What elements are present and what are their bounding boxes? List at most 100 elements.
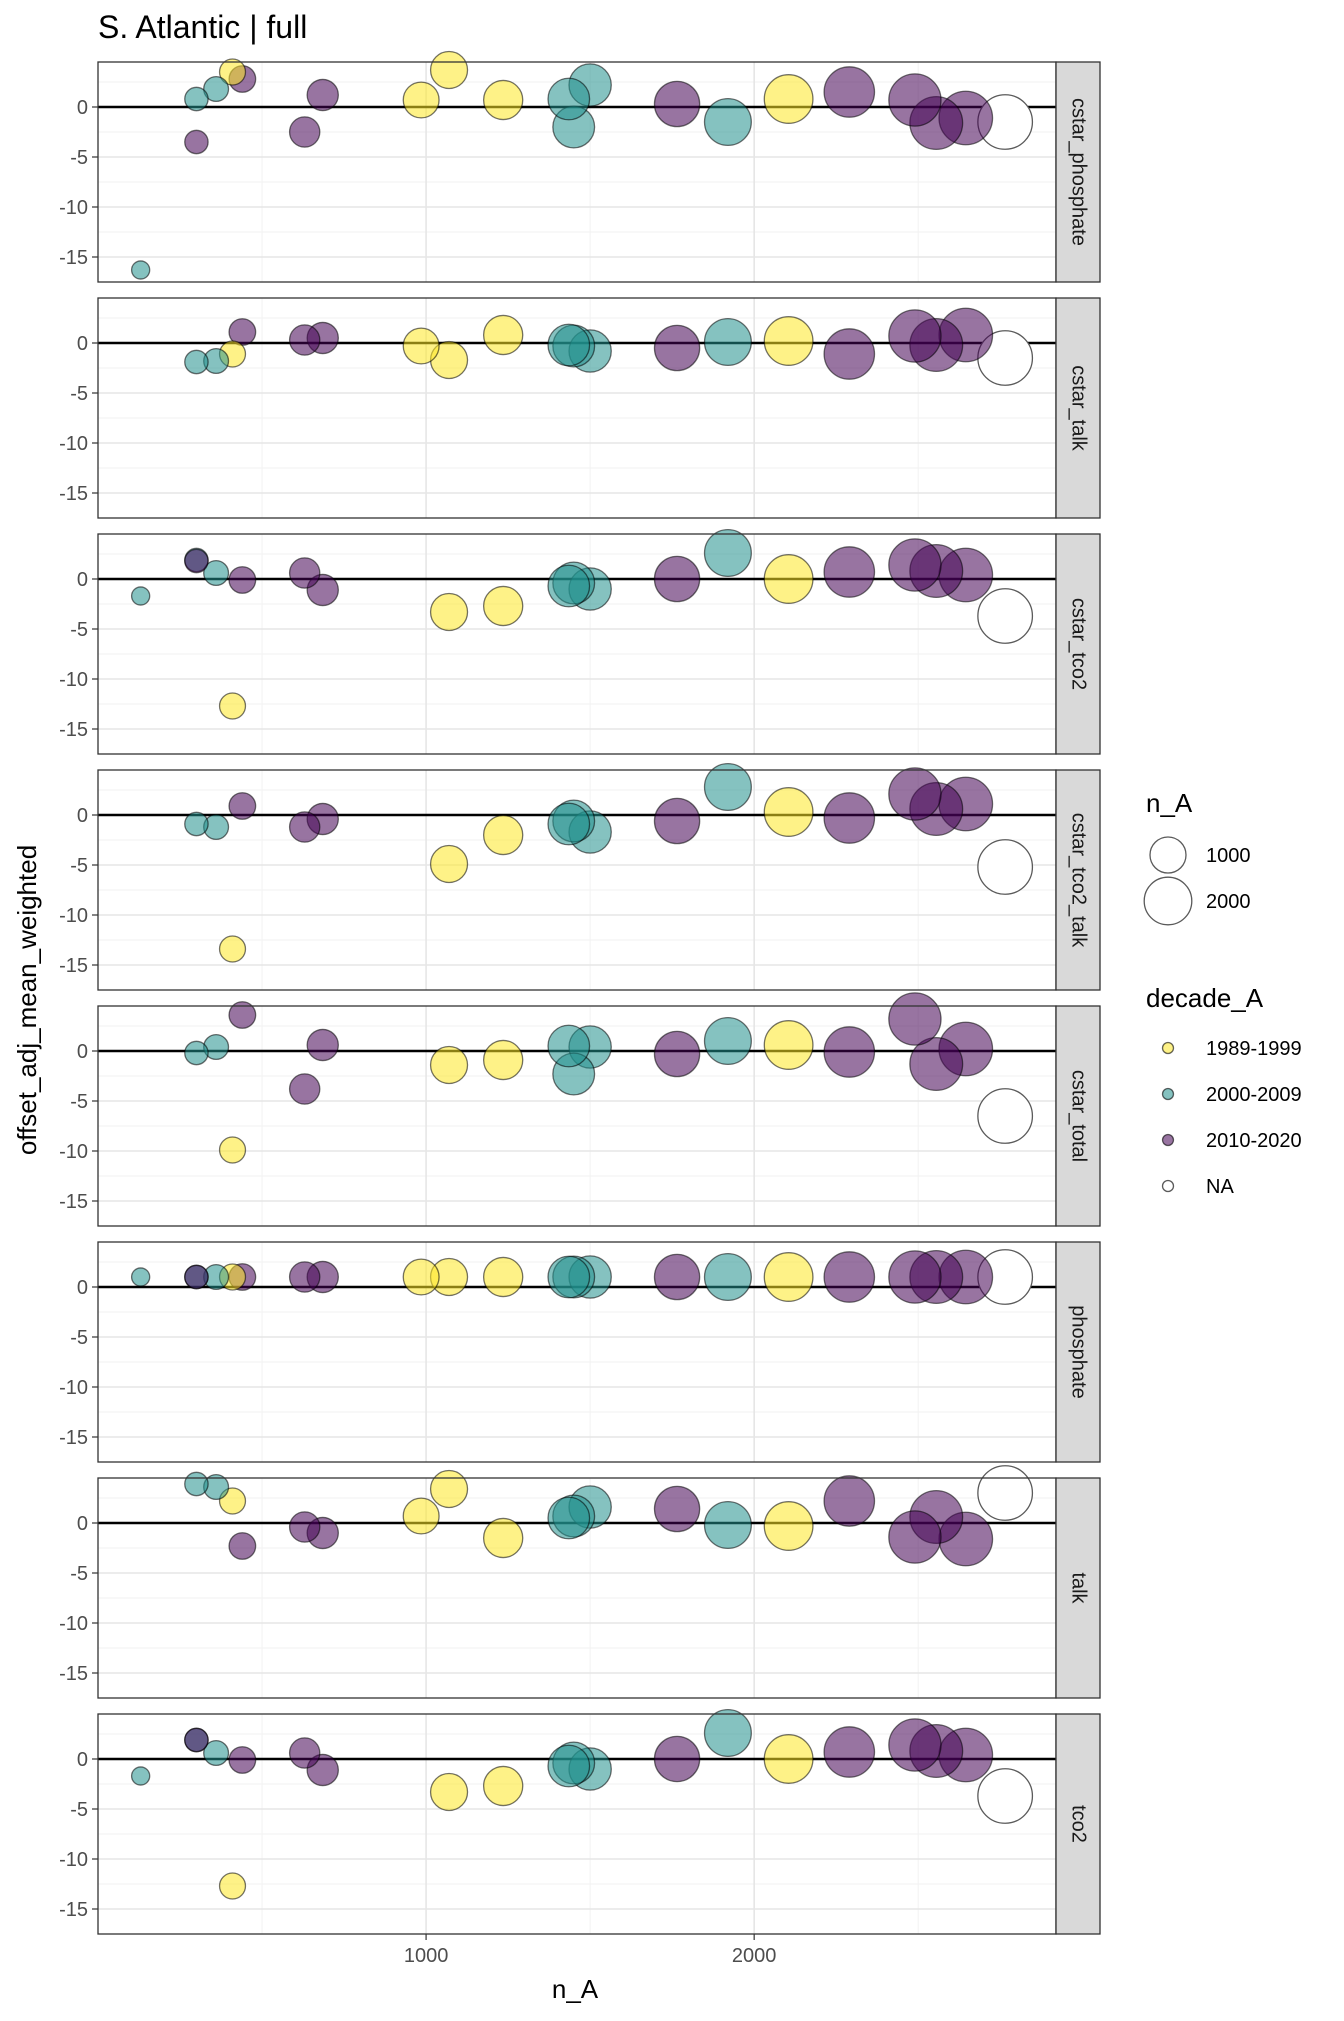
data-point: [703, 1500, 752, 1550]
facet-strip-label: talk: [1068, 1572, 1090, 1604]
facet-panels: 0 -5 -10 -15 cstar_phosphate 0 -5 -10 -15 cstar_t…: [59, 50, 1101, 1967]
data-point: [703, 1708, 752, 1758]
data-point: [184, 349, 209, 375]
data-point: [402, 1258, 440, 1296]
data-point: [547, 564, 591, 608]
data-point: [482, 1256, 524, 1298]
data-point: [703, 317, 752, 367]
data-point: [203, 559, 230, 587]
data-point: [653, 1030, 701, 1078]
y-tick-label: -15: [59, 1663, 88, 1685]
facet-strip-label: phosphate: [1068, 1305, 1090, 1398]
y-tick-label: 0: [77, 569, 88, 591]
legend-color-key: [1161, 1133, 1175, 1147]
data-point: [130, 1267, 151, 1287]
data-point: [653, 324, 701, 372]
facet-panel-cstar_tco2: 0 -5 -10 -15 cstar_tco2: [59, 528, 1101, 755]
data-point: [763, 316, 814, 366]
data-point: [218, 935, 247, 963]
data-point: [402, 1497, 440, 1535]
y-tick-label: 0: [77, 1041, 88, 1063]
facet-strip: [1055, 61, 1101, 283]
data-point: [429, 844, 469, 884]
facet-strip: [1055, 297, 1101, 519]
data-point: [184, 1727, 209, 1753]
data-point: [763, 787, 814, 837]
legend-color-key: [1161, 1087, 1175, 1101]
legend-color-label: 2010-2020: [1206, 1130, 1302, 1152]
data-point: [184, 1264, 209, 1290]
facet-strip-label: cstar_talk: [1068, 365, 1090, 452]
legend-size-key: [1149, 836, 1187, 874]
y-tick-label: -10: [59, 669, 88, 691]
data-point: [184, 1040, 209, 1066]
x-axis-label: n_A: [552, 1974, 599, 2004]
data-point: [184, 86, 209, 112]
data-point: [888, 1250, 942, 1304]
chart-title: S. Atlantic | full: [98, 9, 307, 45]
data-point: [306, 1028, 339, 1062]
data-point: [429, 1772, 469, 1812]
data-point: [888, 1718, 942, 1772]
data-point: [288, 1511, 321, 1543]
y-tick-label: 0: [77, 1513, 88, 1535]
data-point: [763, 1020, 814, 1070]
facet-strip-label: tco2: [1068, 1805, 1090, 1843]
data-point: [703, 97, 752, 147]
facet-strip-label: cstar_total: [1068, 1070, 1090, 1162]
legend-color-key: [1161, 1179, 1175, 1193]
y-axis-label: offset_adj_mean_weighted: [12, 845, 42, 1155]
facet-panel-cstar_phosphate: 0 -5 -10 -15 cstar_phosphate: [59, 50, 1101, 283]
data-point: [547, 1496, 591, 1540]
data-point: [977, 588, 1034, 644]
y-tick-label: -10: [59, 1613, 88, 1635]
y-tick-label: -10: [59, 197, 88, 219]
data-point: [482, 79, 524, 121]
y-tick-label: 0: [77, 333, 88, 355]
y-tick-label: -15: [59, 483, 88, 505]
data-point: [306, 78, 339, 112]
y-tick-label: -5: [70, 855, 88, 877]
data-point: [763, 1501, 814, 1551]
data-point: [184, 548, 209, 574]
facet-strip-label: cstar_tco2: [1068, 598, 1090, 690]
data-point: [763, 554, 814, 604]
data-point: [288, 811, 321, 843]
y-tick-label: 0: [77, 1277, 88, 1299]
y-tick-label: -5: [70, 1563, 88, 1585]
data-point: [977, 1088, 1034, 1144]
data-point: [218, 692, 247, 720]
data-point: [203, 1739, 230, 1767]
data-point: [429, 50, 469, 90]
facet-panel-talk: 0 -5 -10 -15 talk: [59, 1465, 1101, 1699]
data-point: [703, 528, 752, 578]
data-point: [547, 1024, 591, 1068]
data-point: [429, 1045, 469, 1085]
data-point: [228, 1001, 257, 1029]
facet-strip: [1055, 1477, 1101, 1699]
data-point: [823, 1026, 876, 1078]
data-point: [547, 1255, 591, 1299]
data-point: [288, 1073, 321, 1105]
data-point: [763, 74, 814, 124]
x-tick-label: 1000: [404, 1945, 449, 1967]
y-tick-label: 0: [77, 97, 88, 119]
legend-size-title: n_A: [1146, 788, 1193, 818]
y-tick-label: -5: [70, 147, 88, 169]
data-point: [482, 314, 524, 356]
facet-strip: [1055, 533, 1101, 755]
data-point: [547, 77, 591, 121]
facet-strip-label: cstar_phosphate: [1068, 98, 1090, 246]
data-point: [977, 1465, 1034, 1521]
y-tick-label: -10: [59, 433, 88, 455]
data-point: [228, 792, 257, 820]
data-point: [288, 324, 321, 356]
y-tick-label: -15: [59, 1899, 88, 1921]
y-tick-label: -5: [70, 1327, 88, 1349]
y-tick-label: -15: [59, 247, 88, 269]
y-tick-label: -15: [59, 955, 88, 977]
data-point: [288, 1261, 321, 1293]
data-point: [228, 1532, 257, 1560]
y-tick-label: 0: [77, 1749, 88, 1771]
